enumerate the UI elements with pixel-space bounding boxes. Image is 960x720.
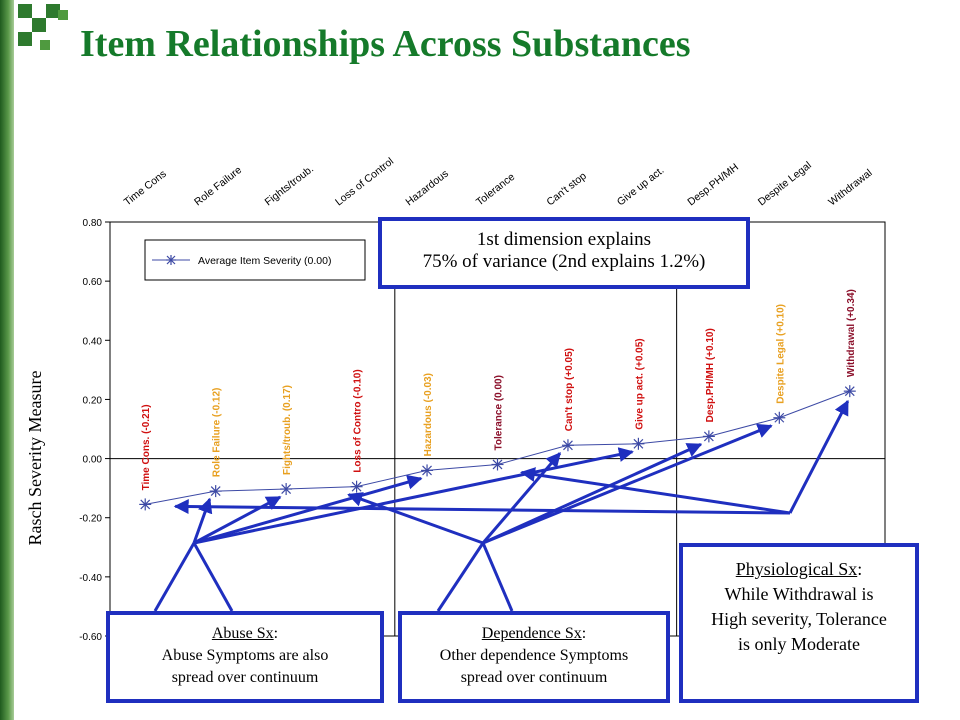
data-point bbox=[702, 430, 715, 443]
data-point bbox=[773, 411, 786, 424]
data-point bbox=[350, 480, 363, 493]
abuse-arrow bbox=[193, 447, 634, 545]
y-tick-label: 0.20 bbox=[83, 395, 103, 406]
dependence-pointer-left bbox=[436, 542, 485, 612]
y-tick-label: -0.20 bbox=[79, 514, 102, 525]
y-tick-label: 0.40 bbox=[83, 336, 103, 347]
physiological-heading: Physiological Sx bbox=[735, 559, 858, 579]
data-label: Role Failure (-0.12) bbox=[212, 388, 223, 477]
data-point bbox=[561, 439, 574, 452]
side-decoration-bar bbox=[0, 0, 14, 720]
x-category-label: Role Failure bbox=[192, 164, 244, 208]
data-label: Loss of Contro (-0.10) bbox=[353, 369, 364, 472]
abuse-body-2: spread over continuum bbox=[171, 669, 319, 686]
data-point bbox=[491, 458, 504, 471]
abuse-arrow bbox=[193, 474, 423, 545]
legend-label: Average Item Severity (0.00) bbox=[198, 255, 331, 267]
y-axis-label: Rasch Severity Measure bbox=[25, 371, 45, 546]
data-point bbox=[843, 385, 856, 398]
abuse-heading: Abuse Sx bbox=[211, 625, 274, 642]
physiological-arrow-withdrawal bbox=[788, 399, 850, 514]
physiological-arrow-timecons bbox=[173, 499, 791, 515]
data-label: Tolerance (0.00) bbox=[494, 375, 505, 450]
x-category-label: Hazardous bbox=[404, 168, 451, 209]
dependence-arrow bbox=[482, 423, 773, 545]
legend-marker bbox=[166, 255, 176, 265]
physiological-body-1: While Withdrawal is bbox=[724, 584, 874, 604]
data-point bbox=[421, 464, 434, 477]
data-label: Can't stop (+0.05) bbox=[564, 348, 575, 431]
dependence-arrow bbox=[481, 452, 562, 544]
y-tick-label: 0.60 bbox=[83, 277, 103, 288]
data-label: Despite Legal (+0.10) bbox=[775, 304, 786, 404]
physiological-body-3: is only Moderate bbox=[738, 634, 860, 654]
x-category-label: Withdrawal bbox=[826, 167, 874, 208]
y-tick-label: -0.60 bbox=[79, 632, 102, 643]
data-label: Desp.PH/MH (+0.10) bbox=[705, 328, 716, 422]
dependence-pointer-right bbox=[481, 542, 514, 612]
x-category-label: Despite Legal bbox=[756, 159, 814, 208]
data-label: Give up act. (+0.05) bbox=[634, 338, 645, 429]
dependence-body-2: spread over continuum bbox=[460, 669, 608, 686]
x-category-label: Can't stop bbox=[544, 170, 589, 208]
physiological-callout: Physiological Sx: While Withdrawal is Hi… bbox=[679, 543, 919, 703]
y-tick-label: 0.80 bbox=[83, 218, 103, 229]
data-point bbox=[632, 437, 645, 450]
physiological-arrow-tolerance bbox=[520, 467, 791, 515]
abuse-pointer-left bbox=[153, 542, 196, 612]
slide-title: Item Relationships Across Substances bbox=[80, 23, 691, 65]
dependence-arrow bbox=[482, 443, 703, 545]
data-point bbox=[139, 498, 152, 511]
dimension-line-1: 1st dimension explains bbox=[476, 229, 652, 250]
abuse-body-1: Abuse Symptoms are also bbox=[161, 647, 329, 664]
dimension-callout: 1st dimension explains 75% of variance (… bbox=[378, 217, 750, 289]
x-category-label: Tolerance bbox=[474, 171, 517, 209]
y-tick-label: -0.40 bbox=[79, 573, 102, 584]
dependence-body-1: Other dependence Symptoms bbox=[439, 647, 629, 664]
data-label: Withdrawal (+0.34) bbox=[846, 289, 857, 377]
dependence-callout: Dependence Sx: Other dependence Symptoms… bbox=[398, 611, 670, 703]
data-label: Hazardous (-0.03) bbox=[423, 373, 434, 456]
abuse-pointer-right bbox=[192, 542, 234, 612]
dependence-heading: Dependence Sx bbox=[481, 625, 582, 642]
data-label: Time Cons. (-0.21) bbox=[141, 404, 152, 490]
dimension-line-2: 75% of variance (2nd explains 1.2%) bbox=[422, 251, 706, 272]
x-category-label: Time Cons bbox=[122, 168, 169, 208]
dependence-arrow bbox=[347, 492, 484, 545]
x-category-label: Fights/troub. bbox=[263, 163, 316, 208]
x-category-label: Desp.PH/MH bbox=[685, 161, 741, 208]
abuse-arrow bbox=[193, 495, 282, 545]
x-category-label: Give up act. bbox=[615, 164, 667, 208]
y-tick-label: 0.00 bbox=[83, 455, 103, 466]
abuse-callout: Abuse Sx: Abuse Symptoms are also spread… bbox=[106, 611, 384, 703]
data-point bbox=[280, 483, 293, 496]
physiological-body-2: High severity, Tolerance bbox=[711, 609, 887, 629]
data-point bbox=[209, 485, 222, 498]
x-category-label: Loss of Control bbox=[333, 155, 396, 208]
data-label: Fights/troub. (0.17) bbox=[282, 385, 293, 475]
